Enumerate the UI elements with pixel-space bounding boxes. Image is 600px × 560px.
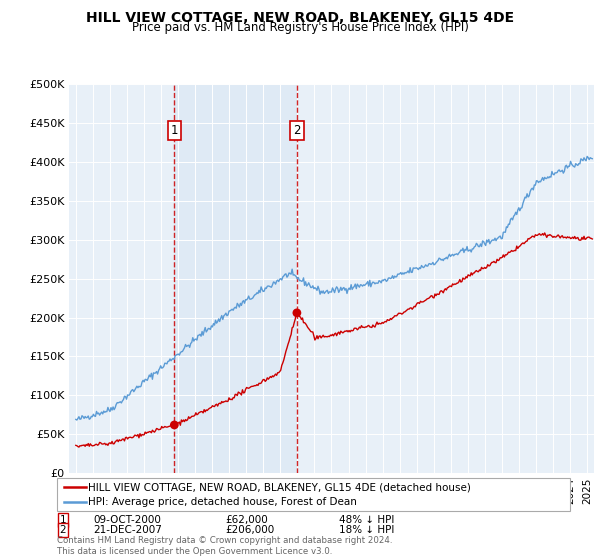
Text: HILL VIEW COTTAGE, NEW ROAD, BLAKENEY, GL15 4DE: HILL VIEW COTTAGE, NEW ROAD, BLAKENEY, G… [86,11,514,25]
Point [170,421,179,430]
Text: £206,000: £206,000 [225,525,274,535]
Text: 2: 2 [293,124,301,137]
Text: HPI: Average price, detached house, Forest of Dean: HPI: Average price, detached house, Fore… [88,497,357,507]
Text: £62,000: £62,000 [225,515,268,525]
Text: 1: 1 [170,124,178,137]
Text: Contains HM Land Registry data © Crown copyright and database right 2024.
This d: Contains HM Land Registry data © Crown c… [57,536,392,556]
Bar [175,84,297,473]
Text: Price paid vs. HM Land Registry's House Price Index (HPI): Price paid vs. HM Land Registry's House … [131,21,469,34]
Point [292,309,302,318]
Text: 1: 1 [59,515,67,525]
Text: 2: 2 [59,525,67,535]
Text: 09-OCT-2000: 09-OCT-2000 [93,515,161,525]
Text: 21-DEC-2007: 21-DEC-2007 [93,525,162,535]
Text: HILL VIEW COTTAGE, NEW ROAD, BLAKENEY, GL15 4DE (detached house): HILL VIEW COTTAGE, NEW ROAD, BLAKENEY, G… [88,482,471,492]
Text: 48% ↓ HPI: 48% ↓ HPI [339,515,394,525]
Text: 18% ↓ HPI: 18% ↓ HPI [339,525,394,535]
